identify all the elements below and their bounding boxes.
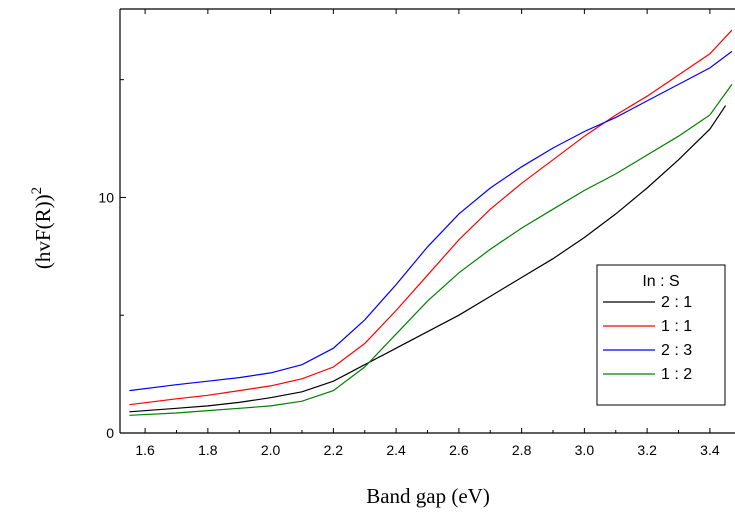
- x-tick-label: 1.8: [198, 442, 218, 458]
- series-line-2-to-3: [129, 50, 733, 392]
- y-axis-title-base: (hvF(R)): [31, 194, 55, 269]
- x-tick-label: 2.0: [261, 442, 281, 458]
- legend-box: [596, 264, 726, 406]
- x-axis-title: Band gap (eV): [366, 484, 490, 508]
- series-line-1-to-1: [129, 29, 733, 406]
- x-tick-label: 3.0: [575, 442, 595, 458]
- legend-label: 1 : 1: [661, 318, 692, 335]
- x-tick-label: 3.2: [637, 442, 657, 458]
- x-tick-label: 3.4: [700, 442, 720, 458]
- x-tick-label: 2.6: [449, 442, 469, 458]
- legend-label: 2 : 1: [661, 294, 692, 311]
- x-tick-label: 1.6: [135, 442, 155, 458]
- legend-title: In : S: [642, 273, 679, 290]
- x-axis-ticks: 1.6 1.8 2.0 2.2 2.4 2.6 2.8 3.0 3.2 3.4: [135, 9, 720, 458]
- y-axis-title: (hvF(R))2: [29, 187, 55, 269]
- y-tick-label: 0: [106, 425, 114, 441]
- y-axis-ticks: 0 10: [98, 79, 126, 441]
- legend-label: 2 : 3: [661, 342, 692, 359]
- legend: In : S 2 : 1 1 : 1 2 : 3 1 : 2: [596, 264, 726, 406]
- legend-entries: 2 : 1 1 : 1 2 : 3 1 : 2: [603, 294, 692, 383]
- y-tick-label: 10: [98, 189, 114, 205]
- x-tick-label: 2.8: [512, 442, 532, 458]
- series-layer: [129, 29, 733, 416]
- series-line-2-to-1: [129, 105, 727, 413]
- y-axis-title-superscript: 2: [29, 187, 45, 195]
- x-tick-label: 2.2: [324, 442, 344, 458]
- legend-label: 1 : 2: [661, 366, 692, 383]
- x-tick-label: 2.4: [386, 442, 406, 458]
- series-line-1-to-2: [129, 84, 733, 416]
